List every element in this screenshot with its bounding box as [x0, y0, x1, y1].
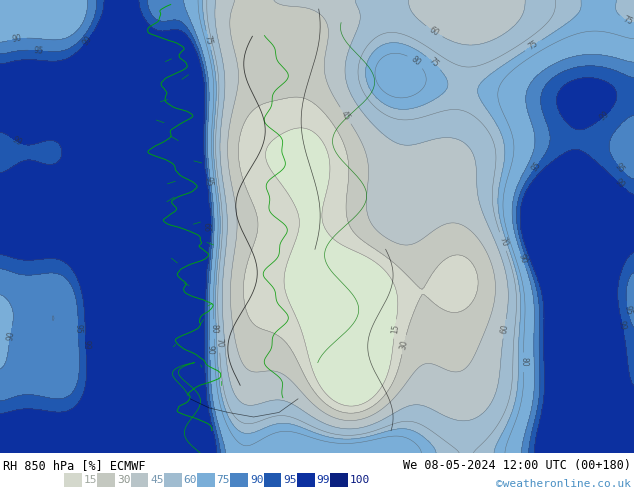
Text: 80: 80 — [519, 357, 528, 367]
Bar — [131, 473, 148, 487]
Text: 70: 70 — [497, 235, 508, 247]
Text: 80: 80 — [209, 324, 219, 334]
Bar — [98, 473, 115, 487]
Text: 60: 60 — [500, 323, 510, 334]
Text: 95: 95 — [204, 176, 214, 187]
Text: 95: 95 — [33, 46, 43, 55]
Text: 90: 90 — [250, 475, 264, 485]
Text: 99: 99 — [617, 320, 628, 331]
Text: 30: 30 — [117, 475, 131, 485]
Text: 99: 99 — [598, 109, 611, 122]
Text: 15: 15 — [390, 323, 400, 334]
Bar — [231, 473, 249, 487]
Text: 90: 90 — [5, 330, 16, 341]
Text: 95: 95 — [622, 305, 633, 316]
Text: 60: 60 — [183, 475, 197, 485]
Bar — [197, 473, 215, 487]
Text: 15: 15 — [84, 475, 97, 485]
Text: 99: 99 — [613, 177, 626, 191]
Text: 75: 75 — [203, 34, 214, 46]
Text: 80: 80 — [409, 55, 422, 68]
Text: 99: 99 — [81, 34, 94, 47]
Bar — [264, 473, 281, 487]
Text: 99: 99 — [316, 475, 330, 485]
Text: 45: 45 — [150, 475, 164, 485]
Text: 75: 75 — [527, 39, 540, 52]
Text: 75: 75 — [217, 475, 230, 485]
Text: 70: 70 — [214, 338, 224, 348]
Text: 95: 95 — [613, 161, 626, 174]
Text: 75: 75 — [621, 15, 634, 27]
Text: 45: 45 — [339, 109, 352, 122]
Text: We 08-05-2024 12:00 UTC (00+180): We 08-05-2024 12:00 UTC (00+180) — [403, 459, 631, 472]
Text: 95: 95 — [74, 324, 83, 334]
Text: RH 850 hPa [%] ECMWF: RH 850 hPa [%] ECMWF — [3, 459, 146, 472]
Text: 90: 90 — [205, 345, 214, 355]
Text: 100: 100 — [350, 475, 370, 485]
Text: 75: 75 — [427, 56, 440, 70]
Text: 99: 99 — [206, 221, 215, 231]
Text: 90: 90 — [517, 253, 529, 265]
Text: ©weatheronline.co.uk: ©weatheronline.co.uk — [496, 479, 631, 489]
Text: 95: 95 — [530, 160, 543, 173]
Text: 60: 60 — [427, 25, 441, 38]
Bar — [330, 473, 348, 487]
Text: 99: 99 — [81, 340, 91, 350]
Bar — [64, 473, 82, 487]
Bar — [164, 473, 182, 487]
Text: 90: 90 — [11, 34, 23, 44]
Text: 95: 95 — [283, 475, 297, 485]
Text: 30: 30 — [399, 339, 410, 350]
Bar — [297, 473, 314, 487]
Text: 99: 99 — [11, 135, 23, 147]
